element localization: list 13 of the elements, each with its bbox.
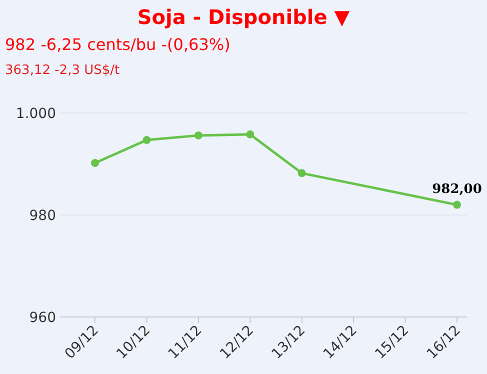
chart-title: Soja - Disponible ▼ bbox=[137, 5, 350, 29]
point bbox=[91, 158, 99, 167]
point bbox=[142, 136, 151, 144]
point bbox=[298, 169, 306, 178]
data-label: 982,00 bbox=[432, 182, 482, 197]
y-tick-label: 960 bbox=[29, 310, 56, 326]
text: 363,12 -2,3 US$/t bbox=[5, 63, 120, 78]
y-tick-label: 980 bbox=[29, 208, 56, 224]
point bbox=[246, 130, 254, 138]
point bbox=[194, 131, 202, 140]
point bbox=[453, 200, 461, 209]
chart-subtitle: 982 -6,25 cents/bu -(0,63%) bbox=[5, 35, 230, 54]
y-tick-label: 1.000 bbox=[16, 106, 56, 122]
